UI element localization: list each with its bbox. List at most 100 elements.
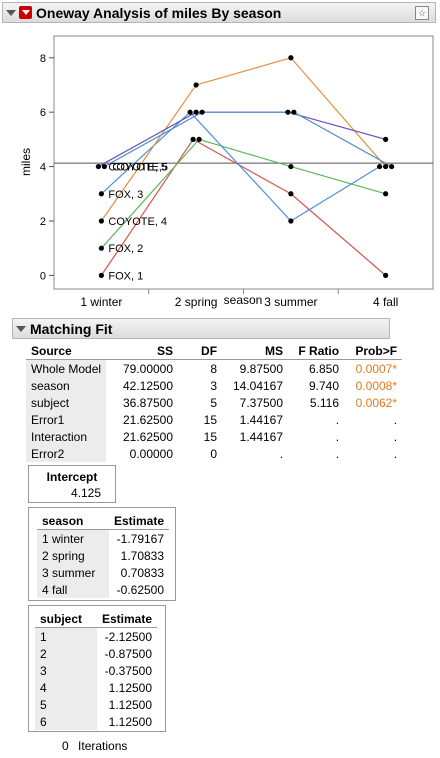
data-point [199,109,205,115]
table-row: Error2 0.00000 0... [26,445,402,462]
column-header: Estimate [97,610,158,628]
data-point [190,136,196,142]
data-point [101,163,107,170]
oneway-header[interactable]: Oneway Analysis of miles By season ☆ [2,2,436,23]
cell-value: 8 [210,361,218,376]
data-point [383,191,389,197]
disclosure-triangle-icon[interactable] [16,325,26,332]
iterations-label: Iterations [78,739,128,753]
cell-value: 1.12500 [108,697,153,712]
cell-value: 42.12500 [122,378,174,393]
row-label: Whole Model [26,359,107,377]
table-row: subject 36.87500 5 7.37500 5.116 0.0062* [26,394,402,411]
row-label: 6 [35,713,97,730]
cell-value: . [335,446,340,461]
subject-estimates-box: subject Estimate 1 -2.12500 2 -0.87500 3 -0.3… [28,605,166,732]
matching-fit-title: Matching Fit [30,320,113,337]
cell-value: 1.44167 [239,412,284,427]
table-header-row: subject Estimate [35,610,158,628]
point-label: COYOTE,5 [112,162,168,174]
cell-value: 1.12500 [108,680,153,695]
intercept-box: Intercept 4.125 [28,465,116,503]
table-row: 3 -0.37500 [35,662,157,679]
cell-value: 5 [210,395,218,410]
intercept-value: 4.125 [70,486,101,500]
cell-value: -0.62500 [116,582,165,597]
row-label: season [26,377,107,394]
series-line [100,138,387,276]
cell-value: 0.70833 [120,565,165,580]
point-label: COYOTE, 5 [108,162,167,174]
pin-icon[interactable]: ☆ [415,6,429,20]
table-row: 3 summer 0.70833 [37,564,169,581]
data-point [95,163,101,170]
series-line [104,111,392,168]
x-tick-label: 4 fall [373,295,398,309]
matching-fit-header[interactable]: Matching Fit [12,318,390,339]
point-label: FOX, 1 [108,270,143,282]
data-point [98,272,104,278]
series-line [100,57,387,222]
row-label: 5 [35,696,97,713]
column-header: Source [26,342,107,360]
table-row: Interaction 21.62500 15 1.44167.. [26,428,402,445]
data-point [285,109,291,115]
season-estimates-table: season Estimate 1 winter -1.79167 2 spring… [37,512,170,598]
row-label: Error1 [26,411,107,428]
data-point [288,191,294,197]
table-row: 1 winter -1.79167 [37,529,169,547]
cell-value: 14.04167 [232,378,284,393]
row-label: 3 summer [37,564,109,581]
table-row: 2 spring 1.70833 [37,547,169,564]
table-row: 4 fall -0.62500 [37,581,169,598]
row-label: 4 fall [37,581,109,598]
data-point [288,218,294,224]
row-label: Error2 [26,445,107,462]
subject-estimates-table: subject Estimate 1 -2.12500 2 -0.87500 3 -0.3… [35,610,158,730]
x-tick-label: 2 spring [175,295,218,309]
x-tick-label: 3 summer [264,295,317,309]
cell-value: -1.79167 [116,531,165,546]
row-label: 1 [35,627,97,645]
column-header: subject [35,610,97,628]
cell-value: -0.37500 [104,663,153,678]
column-header: season [37,512,109,530]
cell-value: 9.87500 [239,361,284,376]
cell-value: 15 [203,429,218,444]
y-tick-label: 0 [40,270,46,282]
cell-value: 0.0007* [355,361,398,376]
data-point [98,245,104,251]
y-axis-label: miles [19,148,33,176]
x-tick-label: 1 winter [80,295,122,309]
table-row: 1 -2.12500 [35,627,157,645]
table-row: 4 1.12500 [35,679,157,696]
table-row: 5 1.12500 [35,696,157,713]
column-header: DF [178,342,223,360]
cell-value: 0.0062* [355,395,398,410]
data-point [389,163,395,170]
matching-fit-table: Source SS DF MS F Ratio Prob>F Whole Mod… [26,342,403,462]
cell-value: 0.00000 [129,446,174,461]
column-header: MS [222,342,289,360]
row-label: 2 spring [37,547,109,564]
cell-value: -0.87500 [104,646,153,661]
x-axis-label: season [224,293,263,307]
report-title: Oneway Analysis of miles By season [36,4,282,21]
cell-value: 1.70833 [120,548,165,563]
y-tick-label: 2 [40,216,46,228]
data-point [98,218,104,224]
intercept-label: Intercept [46,470,98,484]
row-label: 3 [35,662,97,679]
plot-frame [53,35,434,290]
column-header: Prob>F [344,342,403,360]
red-triangle-menu-icon[interactable] [19,6,32,19]
data-point [288,55,294,61]
cell-value: . [393,429,398,444]
row-label: subject [26,394,107,411]
table-row: Whole Model 79.00000 8 9.87500 6.850 0.0007* [26,359,402,377]
disclosure-triangle-icon[interactable] [6,9,16,16]
series-line [100,138,386,249]
data-point [383,272,389,278]
data-point [291,109,297,115]
point-label: FOX, 2 [108,243,143,255]
